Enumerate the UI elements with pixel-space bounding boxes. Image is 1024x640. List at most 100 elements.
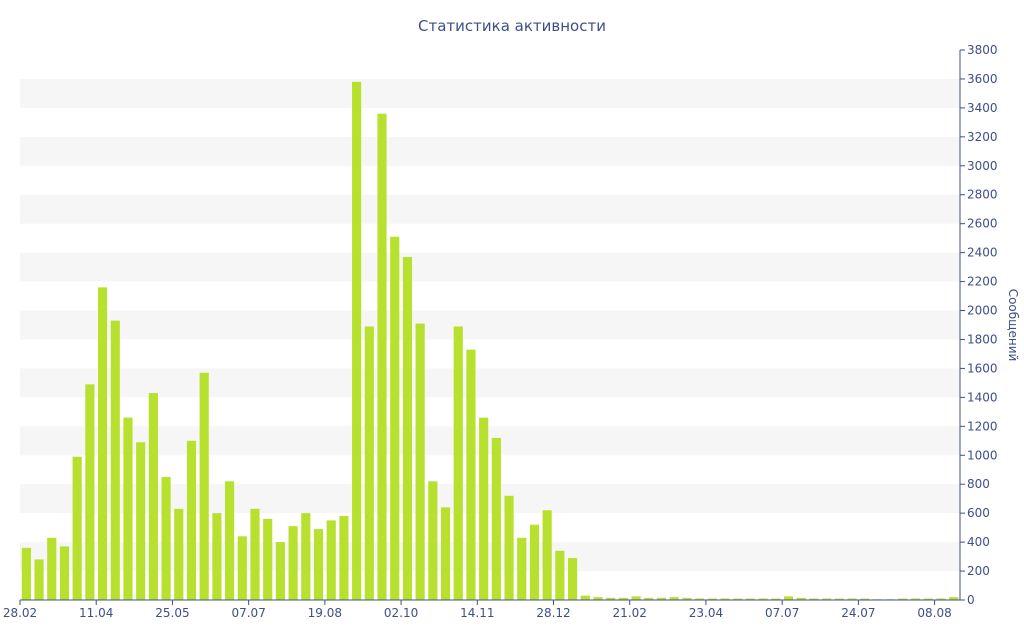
bar — [21, 547, 31, 600]
grid-band — [20, 310, 960, 340]
grid-bands — [20, 78, 960, 572]
bar — [136, 442, 146, 600]
bar — [936, 598, 946, 600]
chart-title: Статистика активности — [418, 17, 606, 35]
bar — [567, 558, 578, 600]
bar — [275, 542, 285, 600]
bar — [148, 393, 158, 600]
y-tick-label: 3200 — [967, 130, 998, 144]
bar — [796, 597, 806, 600]
y-tick-label: 800 — [967, 477, 990, 491]
bar — [85, 384, 95, 600]
bar — [860, 598, 870, 600]
x-tick-label: 24.07 — [841, 606, 875, 620]
bar — [834, 598, 844, 600]
bar — [97, 287, 108, 600]
grid-band — [20, 252, 960, 282]
bar — [682, 597, 692, 600]
x-tick-label: 21.02 — [613, 606, 647, 620]
bar — [415, 323, 425, 600]
bar — [47, 537, 57, 600]
bar — [466, 349, 476, 600]
bar — [783, 596, 794, 600]
grid-band — [20, 136, 960, 166]
bar — [631, 596, 641, 600]
y-tick-label: 1400 — [967, 390, 998, 404]
y-tick-label: 3600 — [967, 72, 998, 86]
bar — [212, 513, 222, 600]
bar — [225, 481, 235, 600]
y-tick-label: 400 — [967, 535, 990, 549]
x-tick-label: 08.08 — [917, 606, 951, 620]
bar — [606, 597, 616, 600]
bar — [440, 507, 451, 600]
bar — [949, 597, 959, 600]
x-tick-label: 07.07 — [765, 606, 799, 620]
y-tick-label: 1600 — [967, 361, 998, 375]
y-tick-label: 200 — [967, 564, 990, 578]
bar — [313, 529, 324, 600]
bar — [580, 595, 590, 600]
y-tick-label: 2000 — [967, 304, 998, 318]
x-tick-label: 28.02 — [3, 606, 37, 620]
bar — [720, 598, 730, 600]
bar — [34, 559, 44, 600]
bar — [377, 113, 387, 601]
bar — [847, 598, 857, 600]
bar — [186, 440, 197, 600]
bar — [707, 598, 717, 600]
bar — [72, 456, 82, 600]
y-tick-label: 2600 — [967, 217, 998, 231]
bar — [161, 476, 171, 600]
y-tick-label: 600 — [967, 506, 990, 520]
y-tick-label: 3400 — [967, 101, 998, 115]
bar — [250, 508, 260, 600]
x-tick-label: 25.05 — [155, 606, 189, 620]
bar — [491, 437, 501, 600]
y-tick-label: 1200 — [967, 419, 998, 433]
bar — [910, 598, 921, 600]
grid-band — [20, 426, 960, 456]
bar — [517, 537, 527, 600]
bar — [479, 417, 489, 600]
grid-band — [20, 542, 960, 572]
bar — [669, 597, 679, 600]
bar — [529, 524, 540, 600]
bar — [618, 597, 628, 600]
bar — [402, 256, 413, 600]
bar — [364, 326, 374, 600]
x-axis: 28.02 11.04 25.05 07.07 19.08 02.10 14.11 28.12… — [3, 599, 960, 620]
x-tick-label: 19.08 — [308, 606, 342, 620]
y-tick-label: 2800 — [967, 188, 998, 202]
bar — [644, 597, 654, 600]
bar — [110, 320, 120, 600]
x-tick-label: 11.04 — [79, 606, 113, 620]
bar — [555, 550, 565, 600]
bar — [542, 510, 552, 600]
bar — [352, 81, 362, 601]
grid-band — [20, 194, 960, 224]
grid-band — [20, 78, 960, 108]
grid-band — [20, 368, 960, 398]
bar — [923, 598, 933, 600]
y-tick-label: 2400 — [967, 246, 998, 260]
y-tick-label: 3800 — [967, 43, 998, 57]
x-tick-label: 23.04 — [689, 606, 723, 620]
bar — [758, 598, 768, 600]
y-tick-label: 2200 — [967, 275, 998, 289]
bar — [898, 598, 908, 600]
bar — [301, 513, 311, 600]
bar — [326, 520, 336, 600]
x-tick-label: 28.12 — [536, 606, 570, 620]
bar — [123, 417, 133, 600]
x-tick-label: 07.07 — [231, 606, 265, 620]
y-tick-label: 3000 — [967, 159, 998, 173]
bar-series — [21, 81, 959, 601]
bar — [339, 516, 349, 600]
bar — [199, 372, 209, 600]
bar — [733, 598, 743, 600]
bar — [593, 597, 603, 600]
bar — [390, 236, 400, 600]
